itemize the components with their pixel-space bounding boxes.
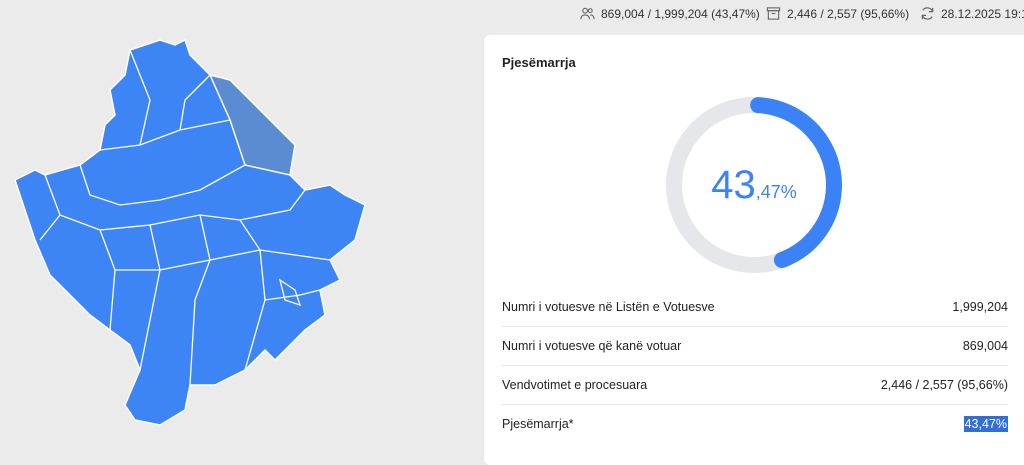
turnout-percent: 43,47% bbox=[664, 95, 844, 275]
map-region-highlighted[interactable] bbox=[208, 73, 296, 176]
voters-stat-text: 869,004 / 1,999,204 (43,47%) bbox=[601, 6, 760, 21]
card-title: Pjesëmarrja bbox=[502, 55, 576, 70]
row-voted: Numri i votuesve që kanë votuar 869,004 bbox=[502, 327, 1008, 366]
voters-stat: 869,004 / 1,999,204 (43,47%) bbox=[580, 6, 760, 21]
turnout-donut bbox=[666, 97, 842, 274]
row-label: Vendvotimet e procesuara bbox=[502, 378, 648, 392]
users-icon bbox=[580, 7, 595, 20]
donut-progress-arc bbox=[666, 97, 842, 274]
municipality-borders bbox=[39, 49, 331, 386]
row-value: 869,004 bbox=[962, 339, 1008, 353]
kosovo-map[interactable] bbox=[0, 30, 480, 449]
row-label: Numri i votuesve që kanë votuar bbox=[502, 339, 682, 353]
top-status-bar: 869,004 / 1,999,204 (43,47%) 2,446 / 2,5… bbox=[0, 0, 1024, 28]
stations-stat-text: 2,446 / 2,557 (95,66%) bbox=[787, 6, 910, 21]
row-value: 1,999,204 bbox=[952, 300, 1008, 314]
updated-stat: 28.12.2025 19:14 bbox=[920, 6, 1024, 21]
turnout-frac: ,47% bbox=[755, 181, 797, 202]
updated-stat-text: 28.12.2025 19:14 bbox=[941, 6, 1024, 21]
turnout-card: Pjesëmarrja 43,47% Numri i votuesve në L… bbox=[484, 35, 1024, 465]
archive-box-icon bbox=[766, 7, 781, 20]
row-turnout: Pjesëmarrja* 43,47% bbox=[502, 405, 1008, 443]
row-value: 2,446 / 2,557 (95,66%) bbox=[880, 378, 1008, 392]
row-value-highlighted: 43,47% bbox=[963, 416, 1008, 432]
row-label: Pjesëmarrja* bbox=[502, 417, 574, 431]
row-registered-voters: Numri i votuesve në Listën e Votuesve 1,… bbox=[502, 288, 1008, 327]
map-region-main[interactable] bbox=[14, 38, 366, 426]
stations-stat: 2,446 / 2,557 (95,66%) bbox=[766, 6, 909, 21]
refresh-icon bbox=[921, 7, 934, 20]
turnout-int: 43 bbox=[711, 162, 756, 207]
row-stations-processed: Vendvotimet e procesuara 2,446 / 2,557 (… bbox=[502, 366, 1008, 405]
row-label: Numri i votuesve në Listën e Votuesve bbox=[502, 300, 715, 314]
